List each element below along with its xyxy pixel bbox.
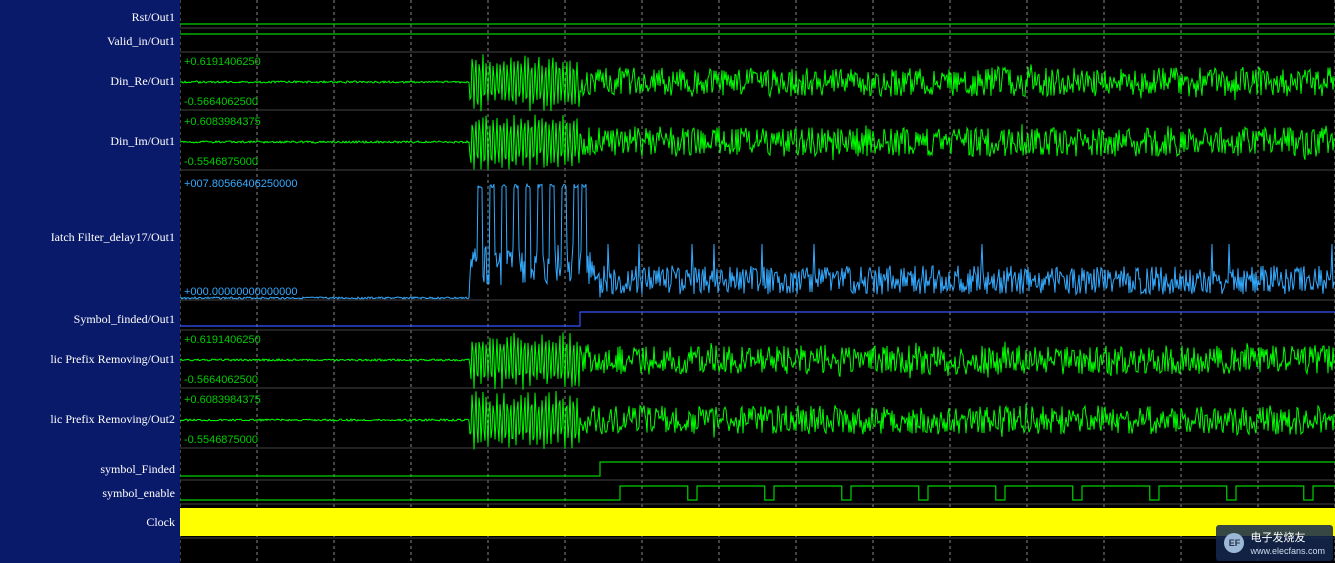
signal-label[interactable]: lic Prefix Removing/Out1 (0, 352, 180, 367)
signal-label[interactable]: Iatch Filter_delay17/Out1 (0, 230, 180, 245)
signal-min-value: -0.5664062500 (184, 374, 258, 386)
signal-max-value: +0.6083984375 (184, 116, 261, 128)
signal-label[interactable]: Din_Re/Out1 (0, 74, 180, 89)
watermark-icon: EF (1224, 533, 1244, 553)
signal-label[interactable]: Din_Im/Out1 (0, 134, 180, 149)
waveforms-svg (180, 0, 1335, 563)
signal-min-value: -0.5546875000 (184, 156, 258, 168)
signal-max-value: +0.6083984375 (184, 394, 261, 406)
signal-min-value: -0.5546875000 (184, 434, 258, 446)
signal-min-value: -0.5664062500 (184, 96, 258, 108)
waveform-track-area[interactable]: +0.6191406250 -0.5664062500 +0.6083984375 -… (180, 0, 1335, 563)
signal-label[interactable]: Rst/Out1 (0, 10, 180, 25)
watermark-badge: EF 电子发烧友 www.elecfans.com (1216, 525, 1333, 561)
signal-max-value: +0.6191406250 (184, 56, 261, 68)
signal-label[interactable]: lic Prefix Removing/Out2 (0, 412, 180, 427)
signal-label[interactable]: Symbol_finded/Out1 (0, 312, 180, 327)
signal-max-value: +0.6191406250 (184, 334, 261, 346)
waveform-viewer: Rst/Out1 Valid_in/Out1 Din_Re/Out1 Din_Im/O… (0, 0, 1335, 563)
watermark-brand: 电子发烧友 (1250, 532, 1305, 544)
signal-min-value: +000.00000000000000 (184, 286, 297, 298)
signal-label[interactable]: Valid_in/Out1 (0, 34, 180, 49)
watermark-url: www.elecfans.com (1250, 546, 1325, 556)
signal-label[interactable]: Clock (0, 515, 180, 530)
signal-label[interactable]: symbol_Finded (0, 462, 180, 477)
signal-label-column: Rst/Out1 Valid_in/Out1 Din_Re/Out1 Din_Im/O… (0, 0, 180, 563)
signal-max-value: +007.80566406250000 (184, 178, 297, 190)
signal-label[interactable]: symbol_enable (0, 486, 180, 501)
